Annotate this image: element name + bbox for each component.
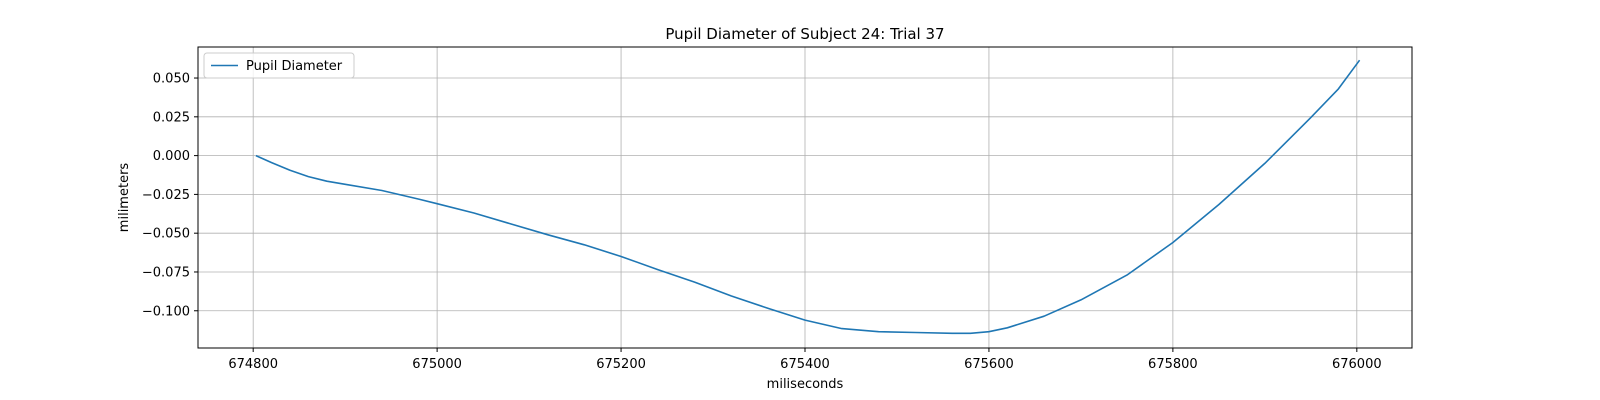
y-tick-label: 0.050 — [153, 72, 190, 87]
x-tick-label: 676000 — [1332, 357, 1382, 372]
legend: Pupil Diameter — [203, 52, 355, 79]
ticks: 674800 675000 675200 675400 675600 675800 6760… — [142, 72, 1382, 372]
legend-box — [203, 52, 355, 79]
x-tick-label: 675800 — [1148, 357, 1198, 372]
x-tick-label: 675400 — [780, 357, 830, 372]
x-tick-label: 675000 — [412, 357, 462, 372]
x-axis-label: miliseconds — [767, 377, 844, 392]
plot-lines — [255, 59, 1361, 335]
y-tick-label: −0.100 — [142, 304, 190, 319]
x-tick-label: 675200 — [596, 357, 646, 372]
y-tick-label: 0.025 — [153, 110, 190, 125]
y-tick-label: 0.000 — [153, 149, 190, 164]
chart-title: Pupil Diameter of Subject 24: Trial 37 — [665, 25, 944, 43]
series-line-pupil-diameter — [255, 59, 1361, 335]
legend-label-pupil-diameter: Pupil Diameter — [246, 59, 343, 74]
y-tick-label: −0.025 — [142, 188, 190, 203]
y-tick-label: −0.050 — [142, 227, 190, 242]
y-tick-label: −0.075 — [142, 265, 190, 280]
y-axis-label: milimeters — [117, 163, 132, 233]
x-tick-label: 674800 — [228, 357, 278, 372]
x-tick-label: 675600 — [964, 357, 1014, 372]
